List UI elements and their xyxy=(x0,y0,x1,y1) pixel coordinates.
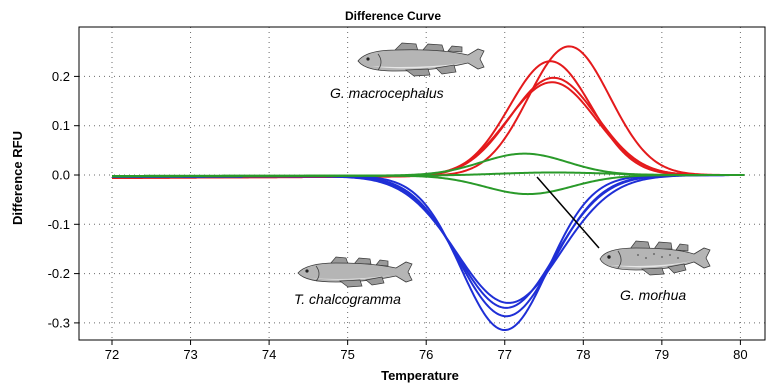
axis-ticks: 72 73 74 75 76 77 78 79 80 -0.3 -0.2 -0.1 0.0 0.1 0.2 xyxy=(48,69,748,362)
chart-title: Difference Curve xyxy=(345,9,441,23)
g-morhua-pointer-line xyxy=(536,176,600,249)
x-tick-label: 79 xyxy=(655,347,669,362)
x-tick-label: 72 xyxy=(105,347,119,362)
y-tick-label: 0.0 xyxy=(52,168,70,183)
y-tick-label: -0.2 xyxy=(48,266,70,281)
x-tick-label: 76 xyxy=(419,347,433,362)
series-line xyxy=(112,60,745,178)
g-macrocephalus-fish-icon xyxy=(357,42,485,77)
plot-frame xyxy=(78,26,766,341)
g-morhua-label: G. morhua xyxy=(620,287,686,303)
y-tick-label: -0.1 xyxy=(48,217,70,232)
y-tick-label: -0.3 xyxy=(48,315,70,330)
series-line xyxy=(112,174,745,304)
series-line xyxy=(112,171,745,178)
x-tick-label: 77 xyxy=(498,347,512,362)
series-lines xyxy=(111,45,745,332)
x-tick-label: 75 xyxy=(340,347,354,362)
g-morhua-fish-icon xyxy=(599,240,711,276)
x-tick-label: 78 xyxy=(576,347,590,362)
t-chalcogramma-fish-icon xyxy=(297,256,413,288)
x-tick-label: 73 xyxy=(183,347,197,362)
y-axis-label: Difference RFU xyxy=(10,131,25,225)
t-chalcogramma-label: T. chalcogramma xyxy=(294,291,401,307)
x-tick-label: 74 xyxy=(262,347,276,362)
g-macrocephalus-label: G. macrocephalus xyxy=(330,85,444,101)
x-tick-label: 80 xyxy=(733,347,747,362)
x-axis-label: Temperature xyxy=(381,368,459,383)
y-tick-label: 0.2 xyxy=(52,69,70,84)
grid-lines xyxy=(79,27,765,340)
y-tick-label: 0.1 xyxy=(52,118,70,133)
